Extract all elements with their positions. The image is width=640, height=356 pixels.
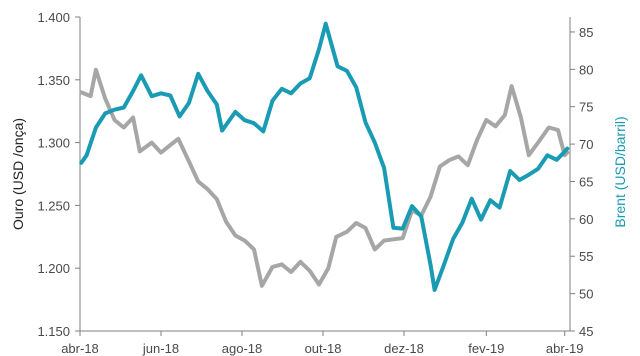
left-tick-label: 1.150: [37, 324, 70, 339]
right-tick-label: 65: [579, 174, 593, 189]
series-line-left: [79, 67, 570, 288]
right-tick-label: 80: [579, 62, 593, 77]
left-axis: 1.150 1.200 1.250 1.300 1.350 1.400: [37, 10, 81, 339]
left-axis-title: Ouro (USD /onça): [10, 118, 26, 230]
right-tick-label: 60: [579, 212, 593, 227]
right-tick-label: 75: [579, 100, 593, 115]
right-axis: 45 50 55 60 65 70 75 80 85: [569, 17, 593, 339]
x-axis: abr-18 jun-18 ago-18 out-18 dez-18 fev-19 abr-…: [61, 330, 584, 356]
series-line-right: [79, 21, 570, 292]
x-tick-label: dez-18: [384, 341, 424, 356]
right-tick-label: 70: [579, 137, 593, 152]
left-tick-label: 1.300: [37, 136, 70, 151]
left-tick-label: 1.400: [37, 10, 70, 25]
right-tick-label: 85: [579, 25, 593, 40]
x-tick-label: abr-18: [61, 341, 99, 356]
x-tick-label: ago-18: [222, 341, 262, 356]
right-tick-label: 45: [579, 324, 593, 339]
right-axis-title: Brent (USD/barril): [612, 116, 628, 227]
x-tick-label: jun-18: [142, 341, 179, 356]
right-tick-label: 55: [579, 249, 593, 264]
x-tick-label: fev-19: [468, 341, 504, 356]
series-layer: [79, 21, 570, 292]
right-tick-label: 50: [579, 287, 593, 302]
x-tick-label: out-18: [305, 341, 342, 356]
left-tick-label: 1.250: [37, 198, 70, 213]
x-tick-label: abr-19: [546, 341, 584, 356]
left-tick-label: 1.350: [37, 73, 70, 88]
left-tick-label: 1.200: [37, 261, 70, 276]
